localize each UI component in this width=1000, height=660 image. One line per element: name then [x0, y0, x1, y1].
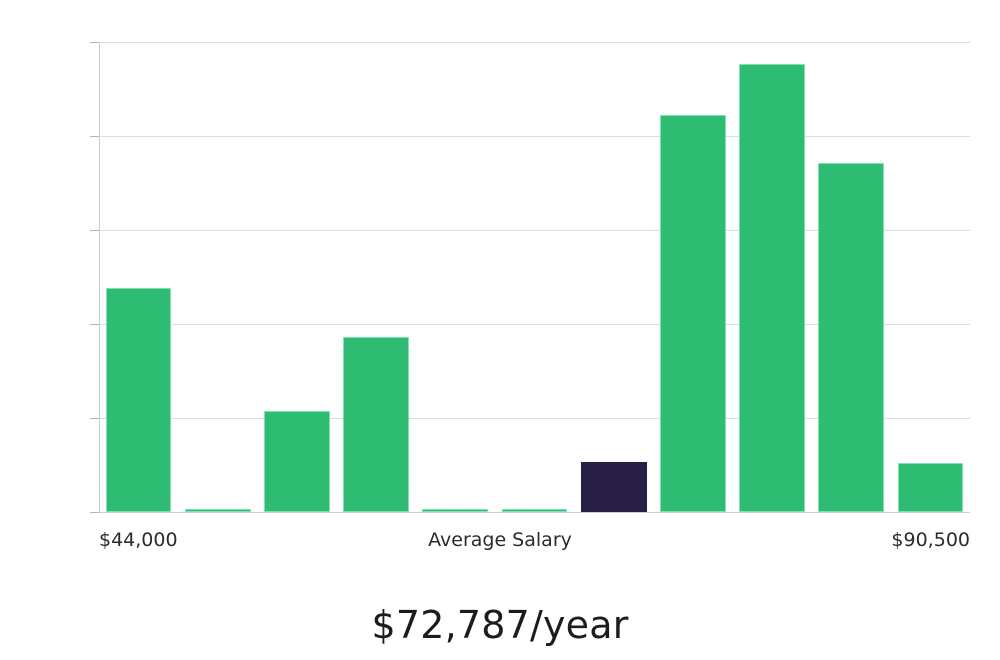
bar[interactable] [264, 411, 330, 512]
bar[interactable] [343, 337, 409, 512]
bar-highlighted[interactable] [580, 462, 647, 512]
y-axis-tick [90, 418, 99, 419]
y-axis-tick [90, 324, 99, 325]
gridline [99, 418, 970, 419]
x-axis-title: Average Salary [428, 529, 572, 551]
gridline [99, 324, 970, 325]
bar[interactable] [897, 463, 964, 512]
y-axis-tick [90, 230, 99, 231]
gridline [99, 136, 970, 137]
x-axis-label-min: $44,000 [99, 529, 178, 551]
gridline [99, 42, 970, 43]
y-axis-tick [90, 512, 99, 513]
x-axis-label-max: $90,500 [891, 529, 970, 551]
average-salary-headline: $72,787/year [371, 603, 629, 647]
bar[interactable] [739, 63, 805, 512]
bar[interactable] [818, 163, 885, 512]
bar[interactable] [501, 509, 568, 512]
bars-layer [99, 42, 970, 512]
y-axis-line [99, 42, 100, 513]
bar[interactable] [422, 509, 489, 512]
gridline [99, 512, 970, 513]
bar[interactable] [105, 288, 172, 512]
bar[interactable] [184, 509, 251, 512]
y-axis-tick [90, 42, 99, 43]
y-axis-tick [90, 136, 99, 137]
gridline [99, 230, 970, 231]
plot-area [99, 42, 970, 512]
bar[interactable] [660, 115, 726, 512]
